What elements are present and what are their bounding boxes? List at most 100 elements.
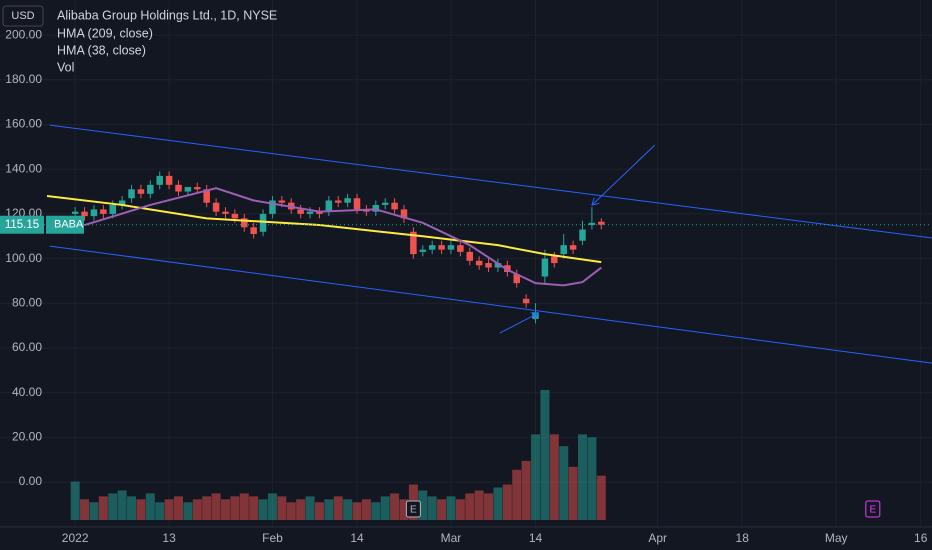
volume-bar (296, 499, 306, 520)
volume-bar (578, 434, 587, 520)
volume-bar (117, 490, 127, 520)
volume-bar (267, 493, 277, 520)
candle-body (118, 200, 126, 205)
symbol-box (46, 215, 84, 234)
candle-body (306, 211, 314, 214)
volume-bar (437, 499, 447, 520)
candle-body (438, 245, 445, 250)
x-tick-label: Apr (648, 531, 667, 545)
volume-bar (314, 502, 324, 520)
volume-bar (465, 493, 475, 520)
candle-body (259, 213, 267, 232)
volume-bar (559, 446, 569, 520)
price-tag: 115.15 BABA (0, 215, 932, 234)
y-tick-label: 60.00 (12, 340, 42, 354)
volume-bar (343, 499, 353, 520)
candle-body (428, 245, 436, 250)
volume-bar (249, 496, 259, 520)
candle-body (475, 260, 483, 266)
volume-bar (98, 496, 108, 520)
volume-bar (164, 499, 174, 520)
earnings-label: E (410, 505, 417, 516)
volume-bar (587, 437, 597, 520)
candle-body (203, 189, 210, 203)
indicator-label: Vol (57, 60, 74, 74)
volume-bar (258, 499, 268, 520)
volume-bar (502, 484, 512, 520)
volume-bar (474, 490, 484, 520)
volume-bar (277, 496, 287, 520)
volume-bar (89, 502, 99, 520)
y-tick-label: 160.00 (5, 117, 42, 131)
candle-body (588, 222, 596, 226)
volume-bar (390, 493, 400, 520)
candle-body (278, 200, 286, 203)
hma-line (46, 195, 602, 264)
candle-body (269, 200, 276, 214)
candle-body (212, 202, 220, 212)
trendline (49, 124, 932, 239)
candle-body (100, 209, 107, 214)
y-tick-label: 0.00 (19, 474, 43, 488)
candle-body (175, 184, 182, 192)
currency: USD (11, 10, 34, 22)
volume-bar (361, 499, 371, 520)
symbol-label: BABA (54, 219, 84, 231)
volume-bar (418, 490, 428, 520)
volume-bar (127, 496, 137, 520)
candle-body (241, 218, 248, 228)
volume-bar (446, 496, 456, 520)
volume-bar (512, 469, 522, 520)
legend: USD Alibaba Group Holdings Ltd., 1D, NYS… (2, 5, 277, 74)
volume-bar (371, 502, 381, 520)
y-tick-label: 140.00 (5, 161, 42, 175)
volume-bar (549, 434, 559, 520)
arrow (592, 144, 656, 205)
volume-bar (352, 502, 362, 520)
candle-body (325, 200, 333, 212)
candle-body (109, 204, 116, 214)
volume-bar (540, 390, 550, 520)
volume-bar (455, 499, 465, 520)
grid (0, 0, 932, 527)
volume-bar (333, 496, 343, 520)
volume-bar (183, 502, 193, 520)
earnings-label: E (869, 505, 876, 516)
y-tick-label: 180.00 (5, 72, 42, 86)
candle-body (522, 298, 530, 304)
volume-bar (427, 496, 437, 520)
earnings-marker (865, 500, 881, 518)
indicator-label: HMA (209, close) (57, 26, 153, 40)
y-tick-label: 20.00 (12, 430, 42, 444)
volume-bar (286, 502, 296, 520)
earnings-marker (405, 500, 421, 518)
volume-bar (202, 496, 212, 520)
candle-body (485, 263, 492, 268)
volume-bar (324, 499, 334, 520)
x-tick-label: May (825, 531, 848, 545)
volume-bar (145, 493, 155, 520)
volume-bar (108, 493, 118, 520)
candle-body (137, 189, 145, 194)
x-tick-label: 16 (914, 531, 928, 545)
volume-bar (484, 493, 494, 520)
x-tick-label: 14 (529, 531, 543, 545)
candle-body (90, 209, 98, 217)
volume-bar (596, 475, 606, 520)
candle-body (560, 245, 567, 255)
x-tick-label: 18 (736, 531, 750, 545)
currency-box (2, 5, 44, 27)
candle-body (391, 202, 398, 210)
volume-bar (380, 496, 390, 520)
candle-body (569, 245, 577, 250)
candle-body (316, 211, 323, 214)
arrow (499, 313, 539, 334)
y-tick-label: 100.00 (5, 251, 42, 265)
candle-body (334, 200, 342, 203)
x-tick-label: 14 (350, 531, 364, 545)
candle-body (147, 184, 154, 194)
x-tick-label: 2022 (62, 531, 89, 545)
